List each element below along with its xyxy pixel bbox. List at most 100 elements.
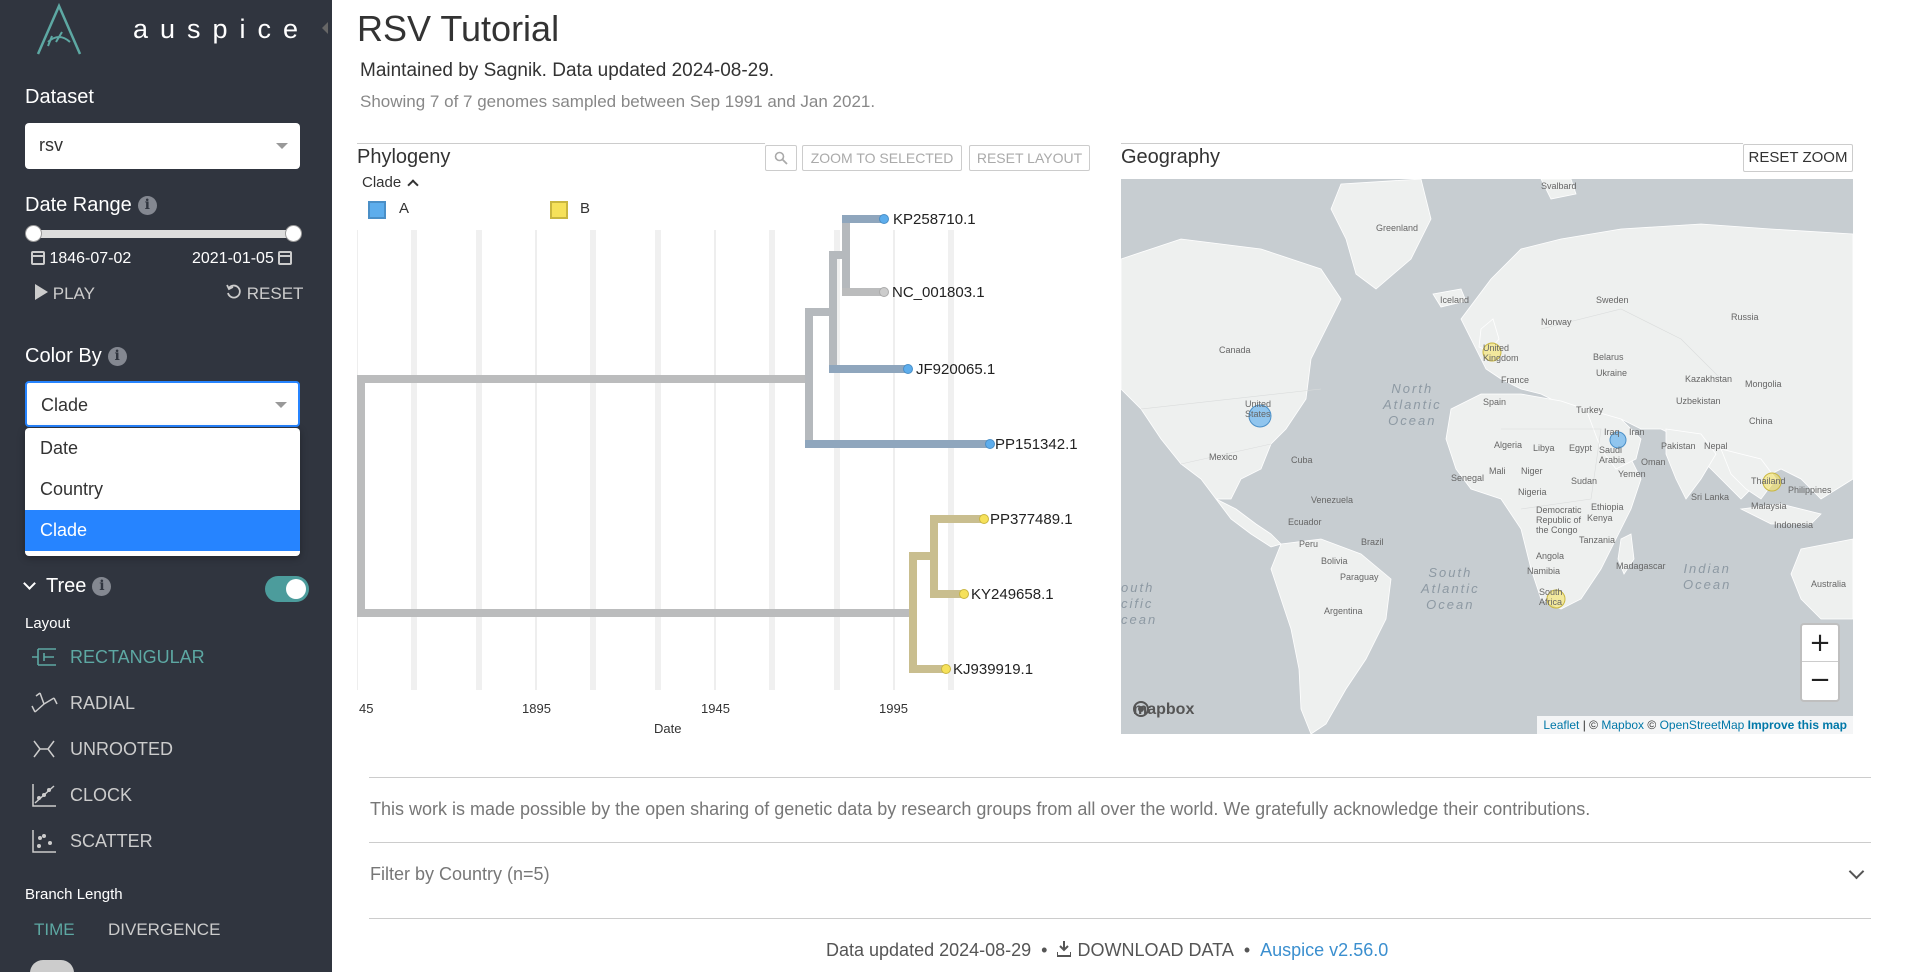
map-label: United States xyxy=(1245,399,1272,419)
tip-point[interactable] xyxy=(959,589,969,599)
download-data-button[interactable]: DOWNLOAD DATA xyxy=(1057,940,1234,960)
ocean-label: outh cific cean xyxy=(1121,580,1158,627)
map-label: Philippines xyxy=(1788,485,1832,495)
tip-point[interactable] xyxy=(941,664,951,674)
layout-unrooted[interactable]: UNROOTED xyxy=(30,734,173,764)
color-by-option-clade[interactable]: Clade xyxy=(25,510,300,551)
map-point-united-states[interactable] xyxy=(1248,404,1272,428)
tip-label[interactable]: PP377489.1 xyxy=(990,511,1073,528)
play-label: PLAY xyxy=(52,284,95,303)
info-icon[interactable]: i xyxy=(92,577,112,596)
chevron-down-icon[interactable] xyxy=(1848,863,1865,880)
axis-tick-label: 45 xyxy=(359,701,373,716)
tip-label[interactable]: KP258710.1 xyxy=(893,211,976,228)
zoom-icon-button[interactable] xyxy=(765,145,797,171)
phylogeny-tree[interactable]: KP258710.1 NC_001803.1 JF920065.1 PP1513… xyxy=(357,180,1097,740)
zoom-in-button[interactable]: + xyxy=(1802,625,1838,662)
mapbox-logo[interactable]: mapbox xyxy=(1133,701,1194,719)
map-point-south-africa[interactable] xyxy=(1546,589,1566,609)
map-label: Sudan xyxy=(1571,476,1598,486)
filter-by-country-toggle[interactable]: Filter by Country (n=5) xyxy=(370,864,550,884)
layout-rectangular[interactable]: RECTANGULAR xyxy=(30,642,205,672)
improve-map-link[interactable]: Improve this map xyxy=(1747,718,1847,732)
reset-button[interactable]: RESET xyxy=(226,284,303,304)
color-by-option-country[interactable]: Country xyxy=(40,479,104,499)
leaflet-link[interactable]: Leaflet xyxy=(1543,718,1580,732)
magnifier-icon xyxy=(774,151,788,165)
tree-toggle[interactable] xyxy=(265,576,309,602)
tip-label[interactable]: NC_001803.1 xyxy=(892,284,985,301)
reset-zoom-button[interactable]: RESET ZOOM xyxy=(1743,144,1853,172)
map-label: Sri Lanka xyxy=(1691,492,1730,502)
layout-scatter-label: SCATTER xyxy=(70,830,153,851)
map-label: Nigeria xyxy=(1518,487,1547,497)
color-by-heading: Color By i xyxy=(25,345,127,368)
tip-point[interactable] xyxy=(979,514,989,524)
map-label: Saudi Arabia xyxy=(1599,445,1626,465)
chevron-down-icon[interactable] xyxy=(23,577,36,590)
branch-length-heading: Branch Length xyxy=(25,886,123,903)
date-start[interactable]: 1846-07-02 xyxy=(31,250,131,268)
tip-point[interactable] xyxy=(879,287,889,297)
tip-label[interactable]: KJ939919.1 xyxy=(953,661,1033,678)
axis-tick-label: 1995 xyxy=(879,701,908,716)
genome-count-summary: Showing 7 of 7 genomes sampled between S… xyxy=(360,92,876,111)
tip-label[interactable]: KY249658.1 xyxy=(971,586,1054,603)
legend-swatch-a[interactable] xyxy=(368,201,386,219)
geography-map[interactable]: Svalbard Greenland Iceland Sweden Norway… xyxy=(1121,179,1853,734)
dataset-select-value: rsv xyxy=(39,135,63,155)
date-end[interactable]: 2021-01-05 xyxy=(192,250,293,268)
play-button[interactable]: PLAY xyxy=(34,284,95,304)
map-label: Angola xyxy=(1536,551,1565,561)
tip-label[interactable]: PP151342.1 xyxy=(995,436,1078,453)
chevron-down-icon[interactable] xyxy=(275,402,287,408)
tree-heading-label: Tree xyxy=(46,575,87,597)
mapbox-link[interactable]: Mapbox xyxy=(1601,718,1645,732)
legend-toggle[interactable]: Clade xyxy=(362,174,419,191)
info-icon[interactable]: i xyxy=(107,347,127,366)
osm-link[interactable]: OpenStreetMap xyxy=(1659,718,1745,732)
reset-layout-button[interactable]: RESET LAYOUT xyxy=(969,145,1090,171)
auspice-logo-icon[interactable] xyxy=(32,2,86,56)
layout-clock[interactable]: CLOCK xyxy=(30,780,132,810)
tip-point[interactable] xyxy=(879,214,889,224)
dataset-select[interactable]: rsv xyxy=(25,123,300,169)
layout-scatter[interactable]: SCATTER xyxy=(30,826,153,856)
map-point-thailand[interactable] xyxy=(1762,472,1782,492)
sidebar-toggle[interactable] xyxy=(30,960,74,972)
tip-point[interactable] xyxy=(903,364,913,374)
legend-label-a[interactable]: A xyxy=(399,200,410,217)
date-start-text: 1846-07-02 xyxy=(49,250,132,267)
date-slider-start-handle[interactable] xyxy=(25,225,42,242)
sidebar-collapse-icon[interactable] xyxy=(322,22,328,34)
auspice-version-link[interactable]: Auspice v2.56.0 xyxy=(1260,940,1389,960)
layout-radial[interactable]: RADIAL xyxy=(30,688,135,718)
info-icon[interactable]: i xyxy=(137,196,157,215)
attribution-separator: © xyxy=(1644,718,1660,732)
map-point-united-kingdom[interactable] xyxy=(1482,342,1502,362)
map-label: Venezuela xyxy=(1311,495,1354,505)
color-by-option-date[interactable]: Date xyxy=(40,438,79,458)
tip-label[interactable]: JF920065.1 xyxy=(916,361,995,378)
legend-label-b[interactable]: B xyxy=(580,200,591,217)
branch-length-divergence-button[interactable]: DIVERGENCE xyxy=(108,920,221,939)
branch-length-time-button[interactable]: TIME xyxy=(34,920,75,939)
tree-tips[interactable] xyxy=(879,214,995,674)
map-label: Iceland xyxy=(1440,295,1470,305)
map-label: Sweden xyxy=(1596,295,1629,305)
zoom-out-button[interactable]: − xyxy=(1809,665,1831,695)
tree-section-header[interactable]: Tree i xyxy=(23,575,112,598)
tip-point[interactable] xyxy=(985,439,995,449)
chevron-down-icon[interactable] xyxy=(276,143,288,149)
map-label: Turkey xyxy=(1576,405,1604,415)
map-point-saudi-arabia[interactable] xyxy=(1609,431,1627,449)
date-slider-end-handle[interactable] xyxy=(285,225,302,242)
date-range-slider[interactable] xyxy=(33,230,293,238)
app-name: auspice xyxy=(133,14,311,44)
map-label: Australia xyxy=(1811,579,1847,589)
tree-branches[interactable] xyxy=(357,215,990,673)
zoom-to-selected-button[interactable]: ZOOM TO SELECTED xyxy=(802,145,962,171)
legend-swatch-b[interactable] xyxy=(550,201,568,219)
ocean-label: South Atlantic Ocean xyxy=(1421,565,1480,612)
color-by-select[interactable]: Clade xyxy=(25,381,300,427)
